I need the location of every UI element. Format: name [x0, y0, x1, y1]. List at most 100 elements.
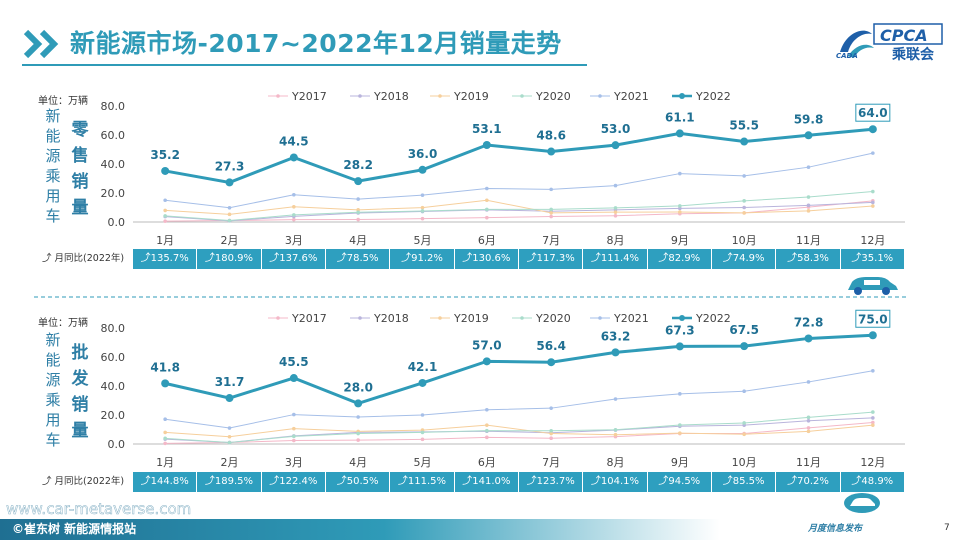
legend-entry-Y2021: Y2021 [613, 312, 649, 325]
data-label: 64.0 [858, 106, 888, 120]
x-tick-label: 1月 [156, 234, 174, 247]
point-Y2020 [420, 209, 425, 213]
data-label: 27.3 [215, 159, 245, 173]
side-label-retail: 新能源乘用车 [45, 107, 61, 225]
series-line-Y2019 [165, 199, 873, 215]
x-tick-label: 5月 [414, 456, 432, 469]
point-Y2022 [161, 379, 170, 388]
yoy-cell: ⤴91.2% [390, 249, 455, 269]
point-Y2017 [420, 216, 425, 221]
legend-marker-Y2021 [598, 316, 602, 320]
yoy-cell: ⤴104.1% [583, 472, 648, 492]
point-Y2020 [549, 207, 553, 212]
point-Y2017 [613, 213, 618, 218]
point-Y2019 [485, 423, 489, 427]
point-Y2021 [485, 186, 489, 191]
point-Y2021 [549, 406, 553, 410]
point-Y2019 [485, 198, 489, 203]
data-label: 67.3 [665, 323, 695, 337]
x-tick-label: 11月 [796, 234, 821, 247]
point-Y2020 [806, 415, 811, 420]
point-Y2019 [613, 432, 618, 437]
point-Y2022 [418, 165, 427, 174]
car-icon [848, 277, 898, 295]
point-Y2022 [161, 166, 170, 175]
point-Y2021 [420, 413, 425, 417]
x-tick-label: 4月 [349, 456, 367, 469]
point-Y2020 [356, 210, 360, 215]
yoy-cell: ⤴85.5% [712, 472, 777, 492]
yoy-cell: ⤴48.9% [840, 472, 905, 492]
yoy-cell: ⤴70.2% [776, 472, 841, 492]
metric-label-retail: 零售销量 [71, 120, 89, 218]
page-title: 新能源市场-2017~2022年12月销量走势 [70, 29, 562, 58]
point-Y2022 [482, 357, 491, 366]
data-label-box [855, 103, 891, 122]
x-tick-label: 1月 [156, 456, 174, 469]
y-tick-label: 0.0 [108, 438, 126, 451]
trend-up-icon: ⤴ [42, 476, 55, 487]
legend-marker-Y2019 [438, 94, 442, 98]
point-Y2022 [740, 342, 749, 351]
x-tick-label: 12月 [860, 234, 885, 247]
point-Y2020 [420, 430, 425, 435]
point-Y2017 [485, 215, 489, 220]
y-tick-label: 40.0 [101, 158, 126, 171]
point-Y2022 [868, 331, 877, 340]
point-Y2020 [549, 429, 553, 433]
point-Y2021 [549, 187, 553, 192]
data-label: 56.4 [536, 339, 566, 353]
y-tick-label: 20.0 [101, 187, 126, 200]
point-Y2020 [163, 214, 167, 218]
point-Y2017 [292, 438, 296, 443]
yoy-cell: ⤴122.4% [261, 472, 326, 492]
point-Y2022 [611, 348, 620, 357]
logo-text: CPCA [880, 26, 928, 45]
data-label: 53.1 [472, 122, 502, 136]
x-tick-label: 12月 [860, 456, 885, 469]
series-line-Y2017 [165, 422, 873, 444]
point-Y2018 [806, 203, 811, 208]
point-Y2022 [868, 125, 877, 134]
x-tick-label: 2月 [221, 234, 239, 247]
legend-marker-Y2018 [358, 316, 362, 320]
x-tick-label: 10月 [732, 456, 757, 469]
legend-entry-Y2017: Y2017 [291, 90, 327, 103]
series-line-Y2018 [165, 201, 873, 222]
point-Y2017 [356, 438, 360, 442]
point-Y2021 [871, 151, 875, 155]
point-Y2019 [871, 204, 875, 208]
point-Y2021 [871, 368, 875, 373]
point-Y2019 [678, 210, 682, 214]
series-line-Y2021 [165, 152, 873, 209]
y-tick-label: 80.0 [101, 322, 126, 335]
point-Y2017 [549, 214, 553, 219]
wholesale-yoy-row: ⤴ 月同比(2022年) ⤴144.8% ⤴189.5% ⤴122.4% ⤴50.5%… [36, 472, 906, 492]
x-tick-label: 6月 [478, 234, 496, 247]
yoy-cell: ⤴130.6% [454, 249, 519, 269]
point-Y2021 [806, 380, 811, 384]
point-Y2021 [678, 171, 682, 176]
point-Y2020 [871, 410, 875, 414]
point-Y2018 [678, 206, 682, 211]
point-Y2022 [547, 147, 556, 156]
point-Y2017 [292, 217, 296, 222]
yoy-cell: ⤴123.7% [519, 472, 584, 492]
legend-marker-Y2020 [520, 316, 524, 320]
point-Y2019 [227, 434, 232, 439]
point-Y2020 [485, 207, 489, 212]
series-line-Y2017 [165, 200, 873, 222]
point-Y2021 [742, 389, 746, 394]
point-Y2021 [806, 165, 811, 169]
yoy-cell: ⤴82.9% [647, 249, 712, 269]
legend-marker-Y2018 [358, 94, 362, 98]
point-Y2022 [611, 141, 620, 150]
series-line-Y2019 [165, 424, 873, 438]
x-tick-label: 3月 [285, 456, 303, 469]
legend-marker-Y2021 [598, 94, 602, 98]
logo-sub-text: CADA [836, 52, 858, 60]
y-tick-label: 60.0 [101, 129, 126, 142]
point-Y2022 [547, 358, 556, 367]
legend-marker-Y2019 [438, 316, 442, 320]
x-tick-label: 11月 [796, 456, 821, 469]
